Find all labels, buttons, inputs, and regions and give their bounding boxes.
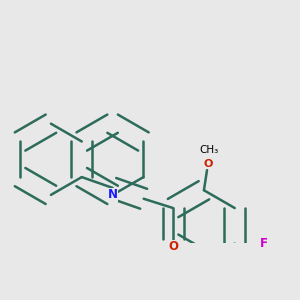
- Text: O: O: [204, 159, 213, 169]
- Text: N: N: [108, 188, 118, 201]
- Text: F: F: [260, 237, 268, 250]
- Text: CH₃: CH₃: [199, 145, 218, 155]
- Text: O: O: [168, 240, 178, 253]
